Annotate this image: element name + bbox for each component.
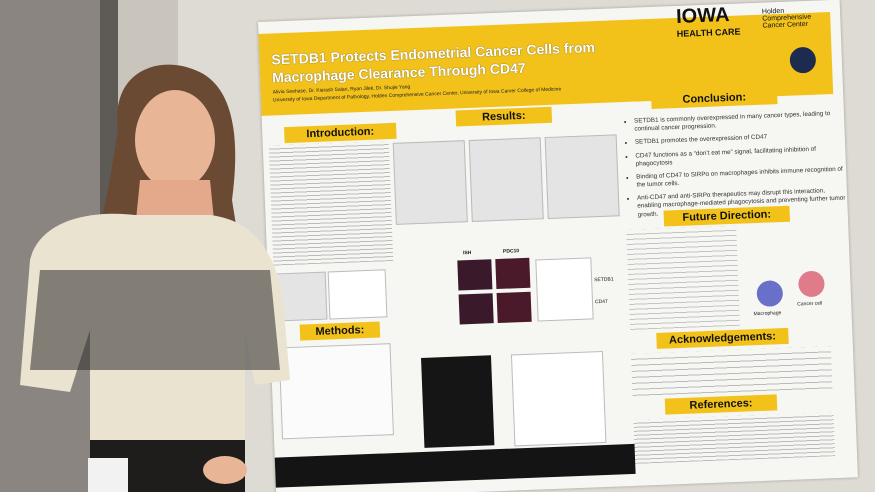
photo-scene: SETDB1 Protects Endometrial Cancer Cells…: [0, 0, 875, 492]
person: [20, 64, 290, 492]
